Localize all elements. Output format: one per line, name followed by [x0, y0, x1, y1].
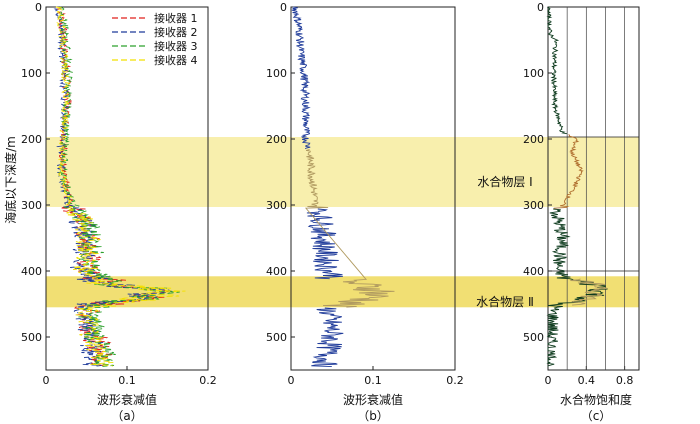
y-tick-label: 500 [21, 331, 42, 344]
y-tick-label: 200 [21, 133, 42, 146]
hydrate-zone-1 [46, 137, 639, 207]
x-tick-label: 0.4 [578, 374, 596, 387]
panel-c: 0 100 200 300 400 500 0 0.4 0.8 水合物饱和度 （c） [523, 1, 640, 423]
x-tick-label: 0.1 [118, 374, 136, 387]
panel-c-label: （c） [581, 409, 612, 423]
x-tick-label: 0.2 [199, 374, 217, 387]
panel-c-x-label: 水合物饱和度 [560, 392, 632, 407]
x-tick-label: 0.8 [616, 374, 634, 387]
x-tick-label: 0.2 [446, 374, 464, 387]
panel-a-ticks: 0 100 200 300 400 500 0 0.1 0.2 [21, 1, 217, 387]
panel-b-series [291, 6, 395, 368]
legend-label: 接收器 1 [154, 11, 198, 25]
series-line-b-0 [306, 208, 343, 280]
panel-c-series [546, 6, 608, 367]
series-line-b-0 [291, 6, 311, 150]
panel-a-x-label: 波形衰减值 [97, 392, 157, 407]
hydrate-zone-2 [46, 276, 639, 308]
y-tick-label: 100 [266, 67, 287, 80]
series-highlight-c-0 [553, 134, 584, 209]
y-tick-label: 500 [523, 331, 544, 344]
panel-b-label: （b） [357, 409, 389, 423]
panel-b-x-label: 波形衰减值 [343, 392, 403, 407]
panel-c-frame [547, 6, 640, 371]
panel-c-ticks: 0 100 200 300 400 500 0 0.4 0.8 [523, 1, 639, 387]
y-tick-label: 200 [266, 133, 287, 146]
panel-a-label: （a） [111, 409, 142, 423]
y-tick-label: 400 [523, 265, 544, 278]
x-tick-label: 0 [43, 374, 50, 387]
y-tick-label: 300 [21, 199, 42, 212]
x-tick-label: 0.1 [364, 374, 382, 387]
y-axis-label: 海底以下深度/m [3, 136, 18, 224]
panel-b-ticks: 0 100 200 300 400 500 0 0.1 0.2 [266, 1, 464, 387]
zone-1-label: 水合物层 Ⅰ [477, 174, 532, 189]
series-line-c-1 [570, 278, 608, 306]
hydrate-zone-bands [46, 137, 639, 308]
series-line-a-2 [57, 6, 180, 367]
series-line-b-0 [311, 307, 344, 368]
panel-b: 0 100 200 300 400 500 0 0.1 0.2 波形衰减值 （b） [266, 1, 464, 423]
y-tick-label: 400 [266, 265, 287, 278]
y-tick-label: 0 [280, 1, 287, 14]
series-line-a-1 [53, 6, 173, 367]
legend-label: 接收器 2 [154, 25, 198, 39]
x-tick-label: 0 [545, 374, 552, 387]
y-tick-label: 200 [523, 133, 544, 146]
series-highlight-b-0 [304, 149, 395, 308]
y-tick-label: 100 [523, 67, 544, 80]
panel-a-series [53, 6, 186, 367]
y-tick-label: 0 [537, 1, 544, 14]
panel-a: 0 100 200 300 400 500 0 0.1 0.2 波形衰减值 （a） 海底以下深度… [3, 1, 217, 423]
y-tick-label: 400 [21, 265, 42, 278]
legend-label: 接收器 4 [154, 53, 198, 67]
x-tick-label: 0 [288, 374, 295, 387]
y-tick-label: 500 [266, 331, 287, 344]
series-line-c-0 [546, 6, 567, 135]
y-tick-label: 0 [35, 1, 42, 14]
legend-label: 接收器 3 [154, 39, 198, 53]
y-tick-label: 100 [21, 67, 42, 80]
y-tick-label: 300 [523, 199, 544, 212]
y-tick-label: 300 [266, 199, 287, 212]
zone-2-label: 水合物层 Ⅱ [476, 294, 534, 309]
